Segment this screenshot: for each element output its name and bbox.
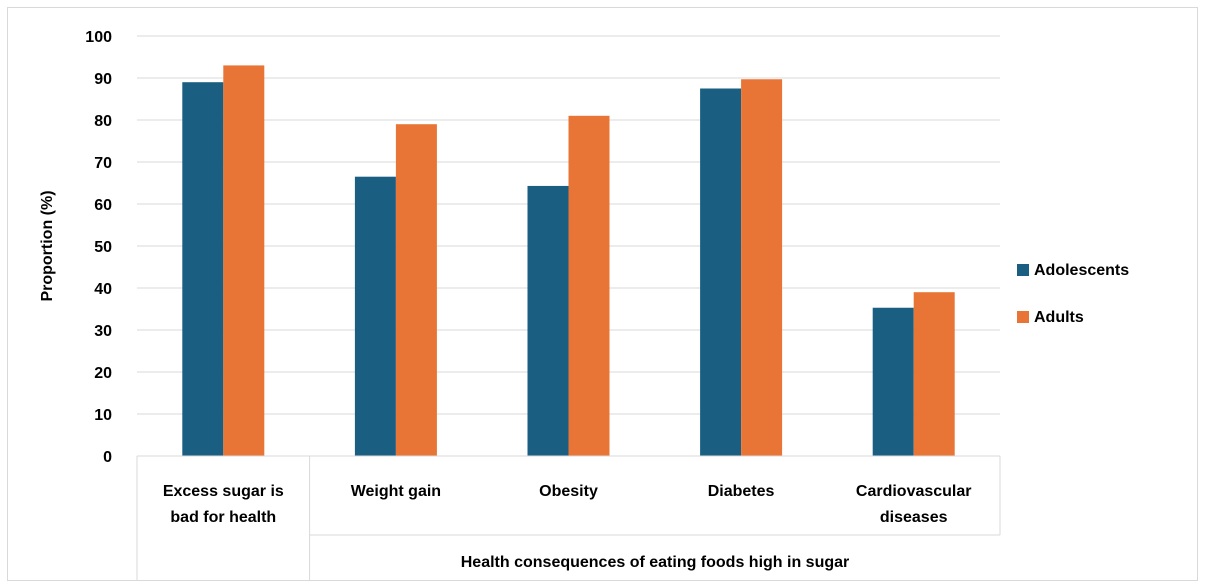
bar-adults	[568, 115, 610, 457]
bar-adults	[741, 79, 783, 456]
axes	[136, 455, 1001, 580]
y-tick-label: 50	[94, 239, 112, 256]
y-tick-label: 70	[94, 155, 112, 172]
bar-adults	[395, 124, 437, 456]
bar-adolescents	[872, 307, 914, 456]
bar-adolescents	[182, 82, 224, 456]
gridlines	[137, 35, 1000, 415]
y-tick-label: 40	[94, 281, 112, 298]
x-category-label: Diabetes	[708, 483, 775, 500]
x-category-labels: Excess sugar is bad for health Weight gain…	[163, 483, 972, 526]
x-category-label: Weight gain	[351, 483, 441, 500]
x-category-label: Cardiovascular	[856, 483, 972, 500]
x-category-label: Obesity	[539, 483, 598, 500]
legend-swatch	[1017, 264, 1029, 276]
y-tick-labels: 0 10 20 30 40 50 60 70 80 90 100	[85, 29, 112, 466]
x-category-label: diseases	[880, 509, 948, 526]
y-tick-label: 80	[94, 113, 112, 130]
bar-adults	[223, 65, 265, 457]
x-axis-label: Health consequences of eating foods high…	[461, 554, 850, 571]
bar-adolescents	[700, 88, 742, 456]
bars	[182, 65, 955, 457]
bar-adolescents	[527, 185, 569, 456]
y-tick-label: 10	[94, 407, 112, 424]
bar-adults	[913, 292, 955, 456]
legend: Adolescents Adults	[1017, 262, 1129, 326]
x-category-label: bad for health	[170, 509, 276, 526]
legend-label: Adults	[1034, 309, 1084, 326]
bar-adolescents	[354, 176, 396, 456]
legend-label: Adolescents	[1034, 262, 1129, 279]
y-tick-label: 20	[94, 365, 112, 382]
y-tick-label: 60	[94, 197, 112, 214]
y-tick-label: 0	[103, 449, 112, 466]
y-tick-label: 30	[94, 323, 112, 340]
y-tick-label: 100	[85, 29, 112, 46]
legend-swatch	[1017, 311, 1029, 323]
y-axis-label: Proportion (%)	[39, 190, 56, 301]
x-category-label: Excess sugar is	[163, 483, 284, 500]
y-tick-label: 90	[94, 71, 112, 88]
